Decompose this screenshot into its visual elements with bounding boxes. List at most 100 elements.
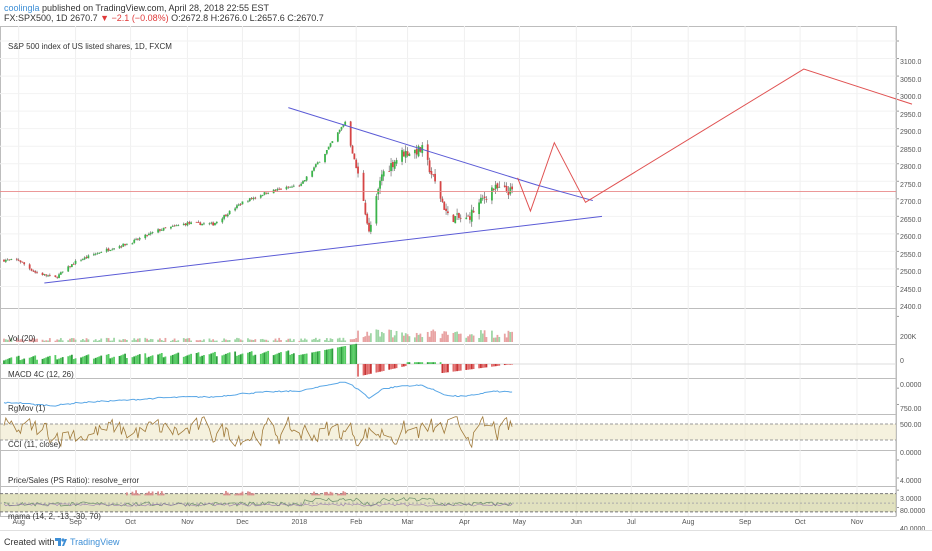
macd-bar (458, 364, 460, 371)
mama-bar (250, 493, 253, 496)
candle-body (292, 185, 295, 187)
volume-bar (408, 336, 411, 342)
candle-body (287, 186, 290, 188)
volume-bar (250, 339, 253, 342)
macd-bar (120, 355, 123, 364)
x-tick-label: Nov (850, 519, 864, 526)
candle-body (28, 264, 31, 269)
projection-path[interactable] (517, 68, 913, 213)
candle-body (456, 213, 458, 215)
chart-area[interactable]: Aug Sep Oct Nov Dec 2018 Feb Mar Apr May Jun Jul Aug… (0, 22, 932, 533)
candle-body (447, 211, 449, 214)
volume-bar (452, 332, 455, 342)
volume-bar (137, 338, 139, 342)
candle-body (362, 172, 365, 202)
volume-bar (406, 334, 409, 342)
volume-bar (445, 331, 447, 342)
candle-body (203, 223, 205, 225)
macd-bar (313, 352, 315, 364)
macd-bar (170, 355, 172, 364)
volume-bar (278, 337, 281, 342)
candle-body (511, 186, 514, 190)
mama-bar (133, 493, 136, 496)
mama-bar (146, 492, 148, 496)
volume-bar (344, 340, 347, 342)
mama-bar (340, 493, 343, 496)
volume-bar (395, 330, 398, 342)
macd-bar (107, 354, 110, 364)
macd-bar (171, 354, 174, 364)
volume-bar (316, 340, 319, 342)
candle-body (133, 239, 136, 243)
macd-bar (175, 353, 178, 364)
macd-bar (413, 362, 416, 364)
macd-bar (349, 344, 352, 364)
candle-body (41, 272, 44, 276)
macd-bar (404, 364, 407, 367)
candle-body (483, 196, 486, 199)
volume-bar (340, 340, 343, 342)
volume-bar (287, 338, 290, 342)
rgmov-tick-label: 500.00 (900, 422, 922, 430)
candle-body (491, 187, 493, 201)
volume-bar (241, 340, 244, 342)
volume-bar (382, 333, 385, 342)
candle-body (368, 222, 370, 232)
volume-bar (481, 333, 484, 342)
candle-body (248, 198, 251, 202)
candle-body (349, 121, 352, 146)
candle-body (481, 198, 484, 200)
tradingview-brand[interactable]: TradingView (70, 537, 120, 547)
macd-bar (214, 351, 216, 364)
chart-svg[interactable] (0, 22, 932, 529)
macd-bar (267, 350, 270, 364)
volume-bar (274, 338, 277, 342)
macd-bar (467, 364, 469, 370)
candle-body (151, 232, 154, 234)
candle-body (494, 184, 497, 190)
volume-bar (327, 340, 330, 342)
mama-tick-label: 80.0000 (900, 508, 926, 516)
macd-bar (324, 349, 326, 364)
mama-bar (236, 493, 238, 496)
volume-bar (289, 338, 292, 342)
macd-bar (369, 364, 372, 374)
candle-body (113, 248, 115, 250)
price-tick-label: 2700.0 (900, 199, 922, 207)
author-link[interactable]: coolingla (4, 3, 40, 13)
candle-body (465, 217, 468, 220)
candle-body (351, 145, 354, 154)
macd-bar (83, 355, 86, 364)
x-tick-label: Mar (401, 519, 414, 526)
volume-bar (149, 338, 152, 342)
macd-bar (261, 353, 264, 364)
macd-bar (272, 355, 275, 364)
trendline-upper[interactable] (288, 107, 593, 202)
volume-bar (458, 333, 460, 342)
x-tick-label: Dec (236, 519, 249, 526)
macd-bar (195, 353, 198, 364)
macd-bar (98, 356, 101, 364)
macd-bar (199, 356, 202, 364)
candle-body (291, 186, 293, 188)
candle-body (327, 146, 330, 150)
candle-body (357, 166, 359, 174)
candle-body (265, 192, 268, 194)
candle-body (87, 255, 90, 259)
price-tick-label: 2500.0 (900, 269, 922, 277)
volume-bar (236, 337, 238, 342)
candle-body (318, 161, 321, 163)
volume-bar (157, 339, 159, 342)
macd-bar (146, 357, 148, 364)
volume-bar (313, 338, 315, 342)
volume-bar (92, 340, 95, 342)
volume-bar (353, 338, 356, 342)
macd-bar (58, 358, 60, 364)
price-tick-label: 2600.0 (900, 234, 922, 242)
volume-bar (107, 338, 110, 342)
macd-bar (402, 364, 405, 367)
candle-body (197, 221, 200, 223)
trendline-lower[interactable] (44, 215, 603, 284)
candle-body (234, 208, 237, 211)
candle-body (173, 225, 176, 227)
